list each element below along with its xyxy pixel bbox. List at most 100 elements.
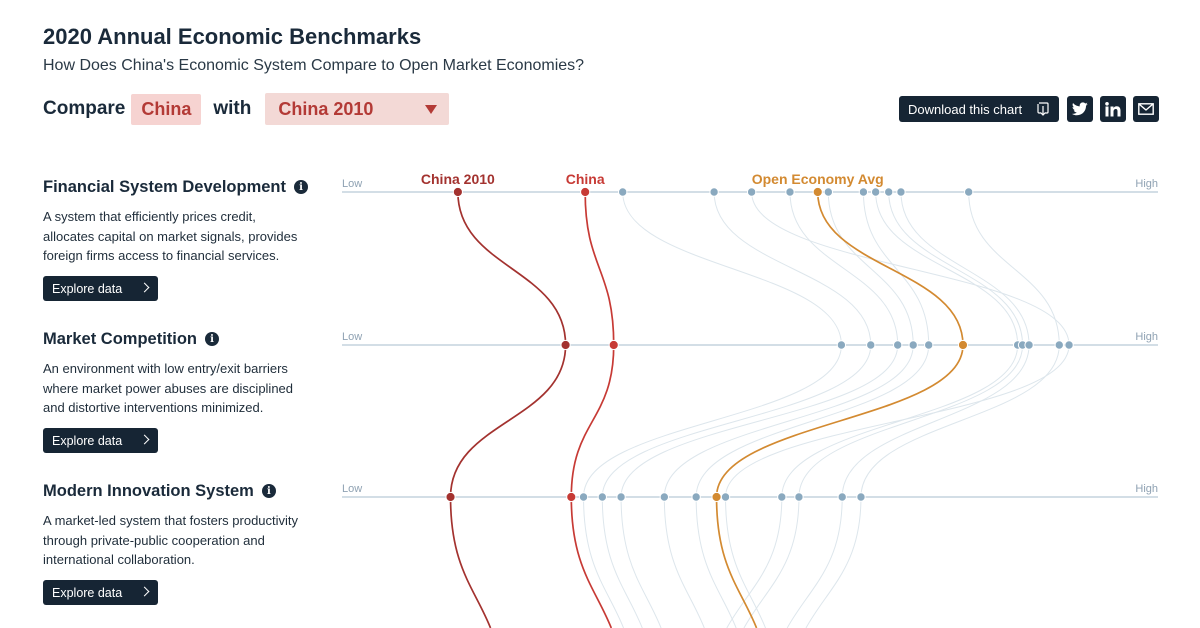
explore-data-label: Explore data [52, 433, 123, 448]
download-icon [1037, 102, 1049, 116]
compare-row: Compare China with China 2010 [43, 93, 450, 125]
section-title-text: Financial System Development [43, 177, 286, 196]
highlight-point[interactable] [560, 339, 571, 351]
country-point[interactable] [870, 187, 881, 197]
country-line [601, 191, 872, 628]
axis-high-label: High [1135, 178, 1158, 190]
email-share-button[interactable] [1133, 96, 1159, 122]
country-point[interactable] [785, 187, 795, 197]
compare-country-chip: China [131, 93, 202, 125]
chart-axes: Low High Low High Low High [342, 178, 1158, 498]
country-point[interactable] [794, 492, 804, 502]
highlight-line [715, 191, 964, 628]
country-point[interactable] [837, 492, 847, 502]
country-point[interactable] [691, 492, 701, 502]
axis-low-label: Low [342, 331, 362, 343]
highlight-point[interactable] [812, 186, 823, 198]
country-point[interactable] [908, 340, 918, 350]
country-point[interactable] [746, 187, 757, 197]
series-label: China 2010 [421, 171, 495, 187]
highlight-point[interactable] [957, 339, 969, 351]
chevron-right-icon [139, 434, 150, 445]
country-point[interactable] [896, 187, 906, 197]
section-market-competition: Market Competition i An environment with… [43, 329, 313, 453]
explore-data-button[interactable]: Explore data [43, 428, 158, 453]
country-line [695, 191, 930, 628]
linkedin-icon [1105, 101, 1121, 116]
country-point[interactable] [823, 187, 834, 197]
with-label: with [213, 98, 252, 119]
axis-high-label: High [1135, 483, 1158, 495]
country-point[interactable] [1024, 340, 1034, 350]
axis-low-label: Low [342, 483, 362, 495]
country-point[interactable] [866, 340, 876, 350]
country-line [620, 191, 899, 628]
series-label: China [566, 171, 605, 187]
email-icon [1138, 103, 1154, 115]
section-innovation-system: Modern Innovation System i A market-led … [43, 481, 313, 605]
explore-data-label: Explore data [52, 585, 123, 600]
country-point[interactable] [892, 340, 903, 350]
country-line [725, 191, 1070, 628]
country-point[interactable] [924, 340, 934, 350]
highlight-point[interactable] [445, 491, 456, 503]
country-point[interactable] [777, 492, 787, 502]
highlight-point[interactable] [566, 491, 577, 503]
highlight-country-lines [449, 191, 964, 628]
country-point[interactable] [1064, 340, 1074, 350]
country-line [743, 191, 1024, 628]
compare-with-select[interactable]: China 2010 [265, 93, 450, 125]
country-point[interactable] [720, 492, 731, 502]
country-point[interactable] [709, 187, 719, 197]
download-label: Download this chart [908, 101, 1023, 117]
highlight-point[interactable] [452, 186, 463, 198]
info-icon[interactable]: i [294, 180, 308, 194]
series-labels: China 2010 China Open Economy Avg [421, 171, 884, 187]
section-title: Market Competition i [43, 329, 313, 349]
compare-label: Compare [43, 98, 126, 119]
country-point[interactable] [856, 492, 866, 502]
linkedin-share-button[interactable] [1100, 96, 1126, 122]
page-title: 2020 Annual Economic Benchmarks [43, 24, 422, 49]
download-chart-button[interactable]: Download this chart [899, 96, 1059, 122]
chevron-right-icon [139, 586, 150, 597]
highlight-line [449, 191, 567, 628]
highlight-point[interactable] [711, 491, 722, 503]
twitter-icon [1072, 102, 1088, 116]
chart-points [445, 186, 1074, 503]
country-point[interactable] [884, 187, 894, 197]
twitter-share-button[interactable] [1067, 96, 1093, 122]
highlight-point[interactable] [608, 339, 619, 351]
country-point[interactable] [578, 492, 589, 502]
country-point[interactable] [836, 340, 847, 350]
country-line [805, 191, 1060, 628]
page-subtitle: How Does China's Economic System Compare… [43, 57, 585, 74]
caret-down-icon [425, 104, 438, 114]
country-point[interactable] [963, 187, 974, 197]
info-icon[interactable]: i [205, 332, 220, 346]
country-point[interactable] [616, 492, 626, 502]
section-description: A market-led system that fosters product… [43, 513, 299, 567]
info-icon[interactable]: i [261, 484, 276, 498]
country-point[interactable] [618, 187, 628, 197]
explore-data-button[interactable]: Explore data [43, 276, 158, 301]
axis-high-label: High [1135, 331, 1158, 343]
country-line [726, 191, 1019, 628]
chevron-right-icon [139, 282, 150, 293]
series-label: Open Economy Avg [752, 171, 884, 187]
explore-data-button[interactable]: Explore data [43, 580, 158, 605]
country-point[interactable] [659, 492, 670, 502]
section-title-text: Modern Innovation System [43, 481, 254, 500]
country-point[interactable] [1054, 340, 1064, 350]
country-line [583, 191, 842, 628]
country-line [663, 191, 914, 628]
section-title: Modern Innovation System i [43, 481, 313, 501]
background-country-lines [583, 191, 1070, 628]
highlight-point[interactable] [580, 186, 591, 198]
country-point[interactable] [858, 187, 869, 197]
explore-data-label: Explore data [52, 281, 123, 296]
section-title-text: Market Competition [43, 329, 198, 348]
country-point[interactable] [597, 492, 608, 502]
country-line [786, 191, 1030, 628]
